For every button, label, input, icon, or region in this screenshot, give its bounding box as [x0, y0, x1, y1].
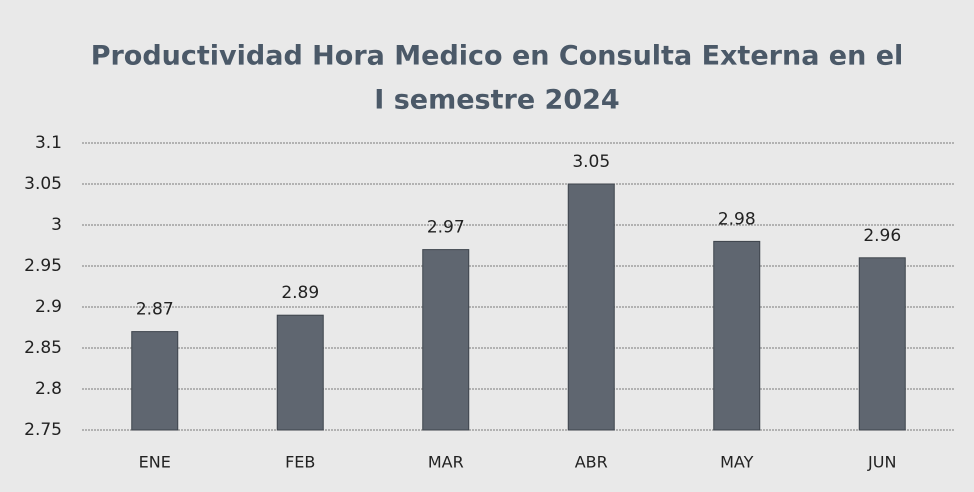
bar — [276, 314, 324, 431]
y-tick-label: 2.9 — [35, 297, 62, 317]
bar — [567, 183, 615, 431]
data-label: 2.98 — [718, 209, 756, 229]
x-tick-label: MAY — [720, 453, 754, 472]
x-tick-label: JUN — [867, 453, 896, 472]
x-tick-label: ENE — [139, 453, 171, 472]
y-tick-label: 2.8 — [35, 379, 62, 399]
y-tick-label: 2.75 — [24, 420, 62, 440]
y-tick-label: 3.05 — [24, 174, 62, 194]
bar — [713, 240, 761, 431]
y-tick-label: 2.85 — [24, 338, 62, 358]
data-label: 2.87 — [136, 300, 174, 320]
chart-title: I semestre 2024 — [374, 85, 619, 116]
bar — [131, 331, 179, 431]
x-tick-label: MAR — [428, 453, 464, 472]
data-label: 2.97 — [427, 218, 465, 238]
x-tick-label: FEB — [285, 453, 315, 472]
bar — [858, 257, 906, 431]
chart-title: Productividad Hora Medico en Consulta Ex… — [91, 41, 904, 72]
y-tick-label: 3.1 — [35, 133, 62, 153]
x-tick-label: ABR — [575, 453, 608, 472]
data-label: 2.96 — [863, 226, 901, 246]
data-label: 3.05 — [572, 152, 610, 172]
bar — [422, 249, 470, 431]
y-tick-label: 2.95 — [24, 256, 62, 276]
data-label: 2.89 — [281, 283, 319, 303]
y-tick-label: 3 — [51, 215, 62, 235]
